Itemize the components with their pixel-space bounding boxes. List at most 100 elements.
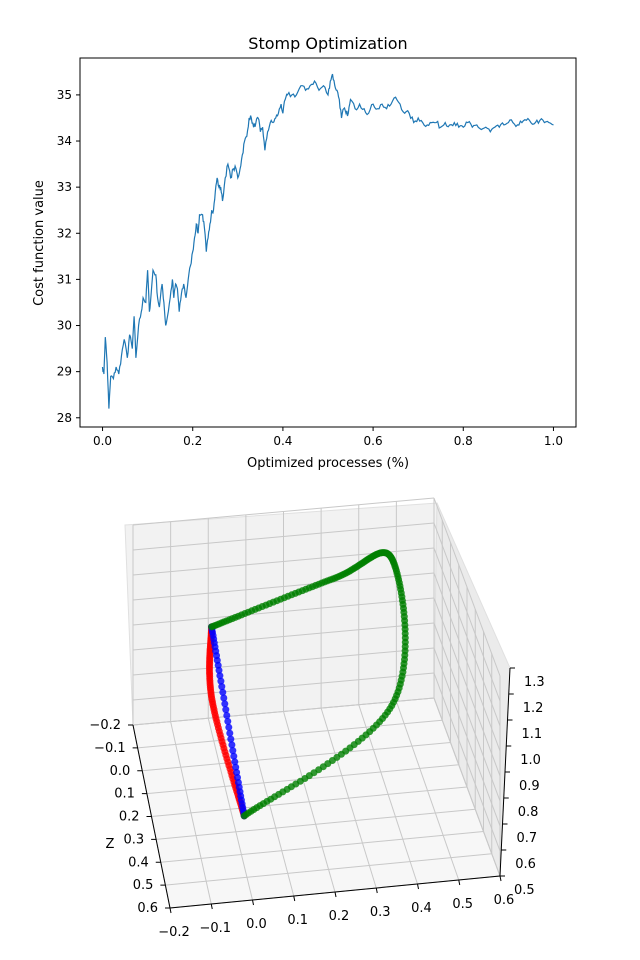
y-tick-label: 0.5	[133, 878, 154, 893]
side-grid-z	[433, 522, 501, 702]
floor-grid-y	[165, 853, 492, 886]
x-tick-label: 0.2	[183, 434, 202, 448]
cost-line-chart: Stomp Optimization 0.0 0.2 0.4 0.6 0.8 1.0 28…	[32, 34, 577, 471]
z-tick-label: 1.1	[522, 727, 543, 742]
x-tick-label: −0.1	[199, 921, 231, 936]
y-tick-label: 0.4	[128, 855, 149, 870]
x-tick-label: 0.6	[494, 893, 515, 908]
back-grid-z	[132, 597, 435, 626]
floor-grid-y	[160, 831, 484, 863]
x-tick-label: 0.8	[454, 434, 473, 448]
y-tick-label: 32	[57, 226, 72, 240]
z-tick-label: 1.3	[524, 675, 545, 690]
trajectory-point	[215, 666, 223, 674]
trajectory-point	[217, 677, 225, 685]
y-tick-label: 28	[57, 411, 72, 425]
trajectory-point	[221, 700, 229, 708]
back-grid-z	[132, 522, 435, 551]
x-tick-label: 0.1	[287, 913, 308, 928]
side-grid-z	[433, 697, 501, 877]
y-tick-label: 31	[57, 272, 72, 286]
back-grid-z	[132, 572, 435, 601]
y-tick-label: 34	[57, 134, 72, 148]
side-grid-z	[433, 547, 501, 727]
x-tick-mark	[210, 903, 213, 910]
z-tick-label: 0.6	[515, 857, 536, 872]
y-ticks: 28 29 30 31 32 33 34 35	[57, 88, 80, 425]
x-tick-mark	[458, 879, 461, 886]
plot-area	[79, 57, 577, 428]
y-tick-label: 30	[57, 319, 72, 333]
chart-title: Stomp Optimization	[248, 34, 407, 53]
y-tick-label: 0.3	[123, 832, 144, 847]
side-grid-z	[433, 622, 501, 802]
axis-ticks: −0.2 −0.1 0.0 0.1 0.2 0.3 0.4 0.5 0.6−0.2−0.10.0…	[89, 667, 545, 940]
y-tick-label: 35	[57, 88, 72, 102]
trajectory-point	[219, 688, 227, 696]
z-tick-label: 0.5	[514, 883, 535, 898]
trajectory-point	[224, 717, 232, 725]
x-tick-label: 0.4	[273, 434, 292, 448]
x-tick-label: 0.5	[452, 897, 473, 912]
x-tick-mark	[499, 875, 502, 882]
back-grid-z	[132, 697, 435, 726]
trajectory-point	[231, 758, 239, 766]
x-tick-label: 0.0	[93, 434, 112, 448]
y-axis-label: Cost function value	[32, 180, 47, 306]
y-tick-label: −0.2	[89, 718, 121, 733]
x-tick-label: 0.6	[364, 434, 383, 448]
x-tick-label: 0.4	[411, 901, 432, 916]
trajectory-point	[225, 723, 233, 731]
x-axis-label: Optimized processes (%)	[247, 456, 409, 471]
trajectory-point	[229, 747, 237, 755]
x-tick-label: 0.2	[329, 909, 350, 924]
floor-pane	[132, 697, 501, 909]
trajectory-point	[230, 752, 238, 760]
floor-grid-y	[137, 719, 443, 749]
y-tick-label: 0.6	[137, 901, 158, 916]
x-tick-mark	[375, 887, 378, 894]
x-tick-mark	[417, 883, 419, 890]
trajectory-point	[220, 694, 228, 702]
z-tick-label: 1.2	[523, 701, 544, 716]
y-tick-label: 0.2	[119, 810, 140, 825]
trajectory-3d-chart: −0.2 −0.1 0.0 0.1 0.2 0.3 0.4 0.5 0.6−0.2−0.10.0…	[89, 497, 545, 940]
trajectory-point	[228, 741, 236, 749]
side-grid-z	[433, 497, 501, 677]
side-grid-z	[433, 647, 501, 827]
x-tick-label: 1.0	[544, 434, 563, 448]
floor-grid-y	[151, 786, 468, 817]
trajectory-point	[227, 735, 235, 743]
back-grid-z	[132, 497, 435, 526]
floor-grid-y	[156, 808, 476, 840]
y-tick-label: 0.1	[114, 787, 135, 802]
trajectory-point	[223, 712, 231, 719]
x-tick-mark	[169, 907, 172, 914]
side-grid-z	[433, 672, 501, 852]
back-grid-z	[132, 672, 435, 701]
trajectory-point	[226, 729, 234, 737]
x-tick-label: −0.2	[158, 925, 190, 940]
y-tick-label: 0.0	[110, 764, 131, 779]
floor-grid-y	[142, 742, 451, 772]
y-tick-label: −0.1	[94, 741, 126, 756]
back-grid-z	[132, 647, 435, 676]
trajectory-point	[240, 812, 248, 820]
y-tick-label: 29	[57, 365, 72, 379]
series-2	[208, 549, 409, 820]
back-grid-z	[132, 622, 435, 651]
cost-line	[101, 73, 554, 409]
side-grid-z	[433, 572, 501, 752]
x-tick-mark	[334, 891, 337, 898]
trajectory-point	[232, 763, 240, 771]
z-tick-label: 0.9	[519, 779, 540, 794]
x-tick-label: 0.3	[370, 905, 391, 920]
side-grid-z	[433, 597, 501, 777]
trajectory-point	[222, 706, 230, 714]
z-tick-label: 0.7	[517, 831, 538, 846]
z-tick-label: 1.0	[520, 753, 541, 768]
x-ticks: 0.0 0.2 0.4 0.6 0.8 1.0	[93, 427, 563, 448]
z-tick-label: 0.8	[518, 805, 539, 820]
y-axis-label: Z	[106, 837, 115, 852]
